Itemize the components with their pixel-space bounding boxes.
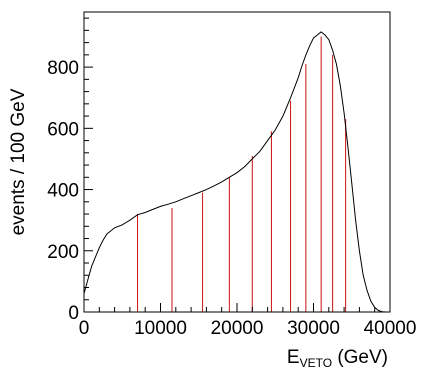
y-tick-label: 400 <box>47 181 79 202</box>
x-axis-label: EVETO (GeV) <box>287 347 388 370</box>
x-tick-label: 30000 <box>287 318 340 339</box>
y-tick-label: 600 <box>47 119 79 140</box>
x-tick-label: 0 <box>79 318 90 339</box>
y-tick-label: 800 <box>47 58 79 79</box>
red-vertical-lines <box>137 36 347 312</box>
histogram-series <box>83 31 387 313</box>
y-tick-label: 200 <box>47 242 79 263</box>
x-tick-label: 40000 <box>364 318 417 339</box>
y-tick-label: 0 <box>68 303 79 324</box>
x-axis-label-unit: (GeV) <box>332 347 388 368</box>
x-axis-ticks: 0 10000 20000 30000 40000 <box>79 303 417 339</box>
plot-frame <box>83 11 391 313</box>
y-axis-label: events / 100 GeV <box>8 88 29 235</box>
x-axis-label-main: E <box>287 347 300 368</box>
x-tick-label: 20000 <box>211 318 264 339</box>
x-axis-label-subscript: VETO <box>300 356 332 370</box>
x-tick-label: 10000 <box>134 318 187 339</box>
y-axis-ticks: 0 200 400 600 800 <box>47 17 93 324</box>
